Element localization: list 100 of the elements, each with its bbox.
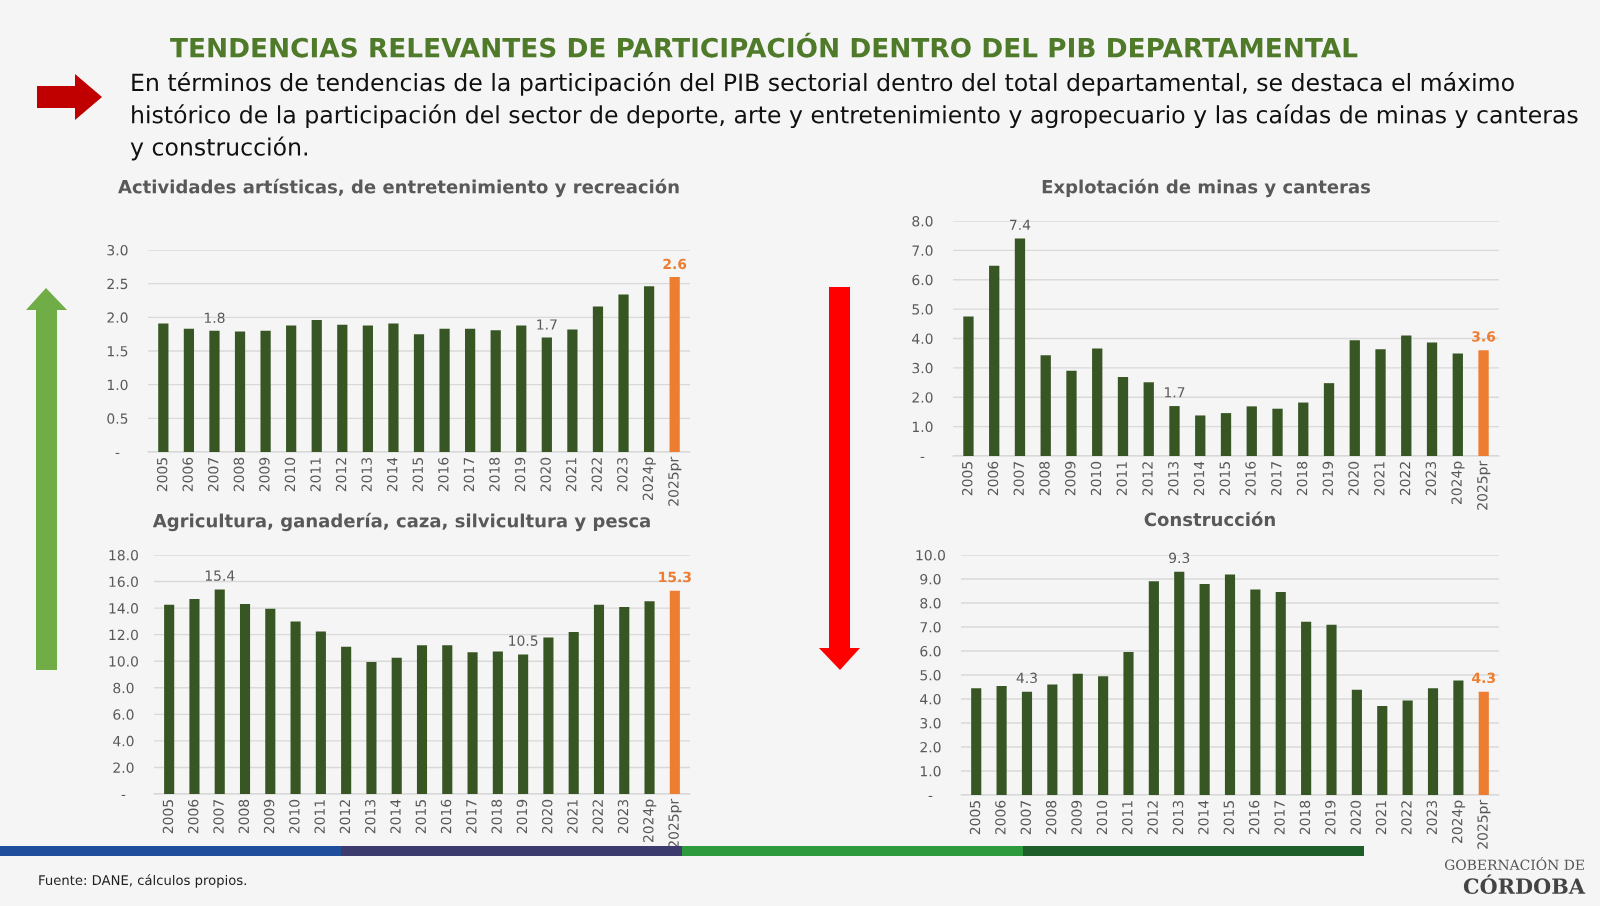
bar: [492, 651, 503, 794]
y-tick-label: -: [920, 456, 925, 459]
x-tick-label: 2005: [162, 800, 174, 834]
y-tick-label: 2.0: [113, 762, 134, 773]
x-tick-label: 2015: [415, 800, 427, 834]
data-label: 4.3: [1472, 672, 1495, 684]
bar: [388, 323, 399, 452]
x-tick-label: 2015: [1223, 801, 1235, 835]
data-label: 9.3: [1169, 552, 1190, 564]
x-tick-label: 2013: [1172, 800, 1184, 835]
x-tick-label: 2024p: [1451, 461, 1465, 505]
x-tick-label: 2012: [335, 458, 347, 492]
bar: [593, 604, 605, 794]
bar: [1072, 673, 1083, 795]
x-tick-label: 2010: [1096, 800, 1108, 835]
bar: [1452, 353, 1463, 456]
data-label: 1.7: [537, 319, 557, 330]
bar: [341, 646, 352, 794]
x-tick-label: 2010: [284, 457, 296, 492]
bar: [439, 328, 450, 452]
x-tick-label: 2012: [339, 800, 351, 834]
x-tick-label: 2014: [386, 457, 398, 492]
bar: [265, 608, 276, 794]
x-tick-label: 2011: [1116, 462, 1128, 496]
data-label: 4.3: [1016, 672, 1037, 684]
bar: [669, 590, 680, 794]
bar: [1174, 571, 1185, 795]
x-tick-label: 2024p: [643, 799, 657, 843]
x-tick-label: 2019: [1322, 461, 1334, 496]
bar: [416, 645, 428, 794]
x-tick-label: 2022: [592, 800, 604, 834]
bar: [543, 637, 554, 794]
x-tick-label: 2023: [617, 799, 629, 834]
x-tick-label: 2019: [514, 457, 526, 492]
bar: [366, 661, 377, 794]
x-tick-label: 2022: [1401, 801, 1412, 835]
bar: [1224, 574, 1236, 795]
y-tick-label: 6.0: [113, 709, 134, 720]
x-tick-label: 2025pr: [1477, 799, 1491, 849]
x-tick-label: 2013: [1168, 461, 1179, 496]
x-tick-label: 2018: [1296, 461, 1308, 496]
bar: [1349, 340, 1360, 456]
bar: [1478, 691, 1489, 795]
x-tick-label: 2023: [1425, 461, 1437, 496]
y-tick-label: 2.0: [107, 312, 128, 323]
text: CÓRDOBA: [1463, 874, 1586, 895]
bar: [391, 657, 402, 794]
bar: [1014, 238, 1026, 456]
x-tick-label: 2012: [1147, 801, 1158, 835]
bar: [1478, 350, 1489, 456]
y-tick-label: 7.0: [920, 621, 941, 633]
x-tick-label: 2021: [1375, 801, 1387, 835]
bar: [1250, 589, 1261, 795]
bar: [1220, 413, 1232, 456]
bar: [1427, 688, 1439, 795]
bar: [1169, 406, 1180, 456]
bar: [1098, 676, 1109, 795]
y-tick-label: 5.0: [920, 669, 941, 681]
y-tick-label: 6.0: [920, 645, 941, 657]
bar: [1272, 408, 1283, 456]
x-tick-label: 2022: [591, 458, 602, 492]
bar: [1047, 684, 1058, 795]
bar: [164, 604, 175, 794]
x-tick-label: 2018: [489, 457, 500, 492]
x-tick-label: 2007: [1013, 462, 1024, 496]
bar: [490, 330, 501, 452]
bar: [260, 330, 271, 452]
bar: [971, 688, 982, 795]
x-tick-label: 2025pr: [1477, 460, 1491, 510]
x-tick-label: 2017: [1274, 801, 1285, 835]
x-tick-label: 2011: [314, 800, 325, 834]
chart-title: Agricultura, ganadería, caza, silvicultura y pesca: [152, 512, 650, 532]
bar: [1298, 402, 1309, 456]
y-tick-label: 14.0: [109, 603, 138, 614]
x-tick-label: 2005: [961, 462, 973, 496]
y-tick-label: 10.0: [109, 656, 138, 667]
bar: [568, 632, 579, 794]
x-tick-label: 2009: [259, 457, 270, 492]
x-tick-label: 2014: [390, 799, 401, 834]
data-label: 15.4: [205, 570, 235, 581]
x-tick-label: 2019: [1325, 800, 1336, 835]
bar: [989, 265, 1000, 456]
x-tick-label: 2021: [565, 458, 577, 492]
x-tick-label: 2009: [1071, 800, 1082, 835]
bar: [214, 589, 225, 794]
y-tick-label: 7.0: [912, 245, 933, 256]
x-tick-label: 2006: [187, 799, 199, 834]
bar: [1375, 349, 1386, 456]
data-label: 2.6: [663, 258, 687, 270]
bar: [619, 607, 630, 794]
x-tick-label: 2019: [516, 799, 528, 834]
x-tick-label: 2014: [1193, 461, 1205, 496]
bar: [518, 654, 529, 794]
y-tick-label: 0.5: [107, 413, 128, 424]
x-tick-label: 2016: [1248, 800, 1260, 835]
y-tick-label: 1.0: [107, 379, 128, 391]
x-tick-label: 2023: [1426, 800, 1438, 835]
y-tick-label: 4.0: [113, 735, 134, 747]
x-tick-label: 2008: [238, 799, 250, 834]
y-tick-label: -: [115, 452, 120, 455]
